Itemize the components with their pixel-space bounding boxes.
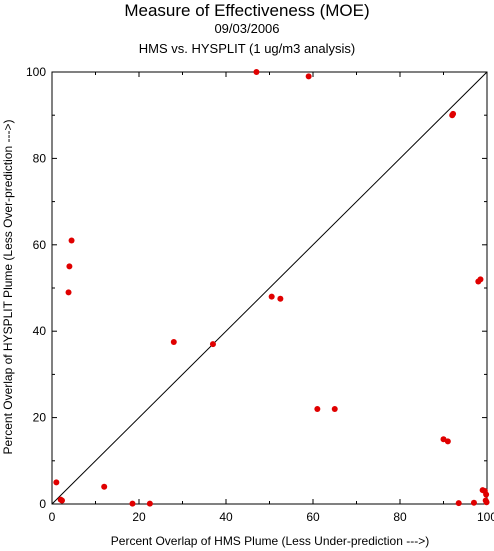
data-point [65, 289, 72, 296]
one-to-one-line [51, 71, 488, 505]
data-point [483, 499, 490, 506]
data-point [68, 237, 75, 244]
data-point [66, 263, 73, 270]
data-point [305, 73, 312, 80]
x-tick-label: 0 [49, 510, 56, 524]
chart-date: 09/03/2006 [214, 21, 280, 36]
data-point [450, 110, 457, 117]
data-point [455, 500, 462, 507]
data-point [209, 341, 216, 348]
y-tick-label: 40 [33, 324, 47, 338]
x-tick-label: 40 [219, 510, 233, 524]
y-tick-label: 100 [26, 65, 46, 79]
data-point [277, 295, 284, 302]
y-tick-label: 80 [33, 151, 47, 165]
x-tick-label: 20 [132, 510, 146, 524]
y-axis-label: Percent Overlap of HYSPLIT Plume (Less O… [1, 120, 15, 455]
data-point [483, 491, 490, 498]
data-point [146, 500, 153, 507]
data-point [268, 293, 275, 300]
data-point [444, 438, 451, 445]
data-point [314, 405, 321, 412]
data-point [470, 499, 477, 506]
x-tick-label: 100 [477, 510, 494, 524]
y-tick-label: 20 [33, 411, 47, 425]
data-point [477, 276, 484, 283]
data-point [170, 339, 177, 345]
data-point [59, 497, 66, 504]
data-point [101, 483, 108, 490]
y-tick-label: 60 [33, 238, 47, 252]
x-tick-label: 60 [306, 510, 320, 524]
chart-subtitle: HMS vs. HYSPLIT (1 ug/m3 analysis) [138, 41, 356, 56]
data-point [253, 69, 260, 75]
data-point [331, 405, 338, 412]
x-axis-label: Percent Overlap of HMS Plume (Less Under… [111, 534, 429, 548]
data-point [53, 479, 60, 486]
chart-title: Measure of Effectiveness (MOE) [124, 1, 370, 20]
y-tick-label: 0 [39, 497, 46, 511]
x-tick-label: 80 [393, 510, 407, 524]
data-point [129, 500, 136, 507]
